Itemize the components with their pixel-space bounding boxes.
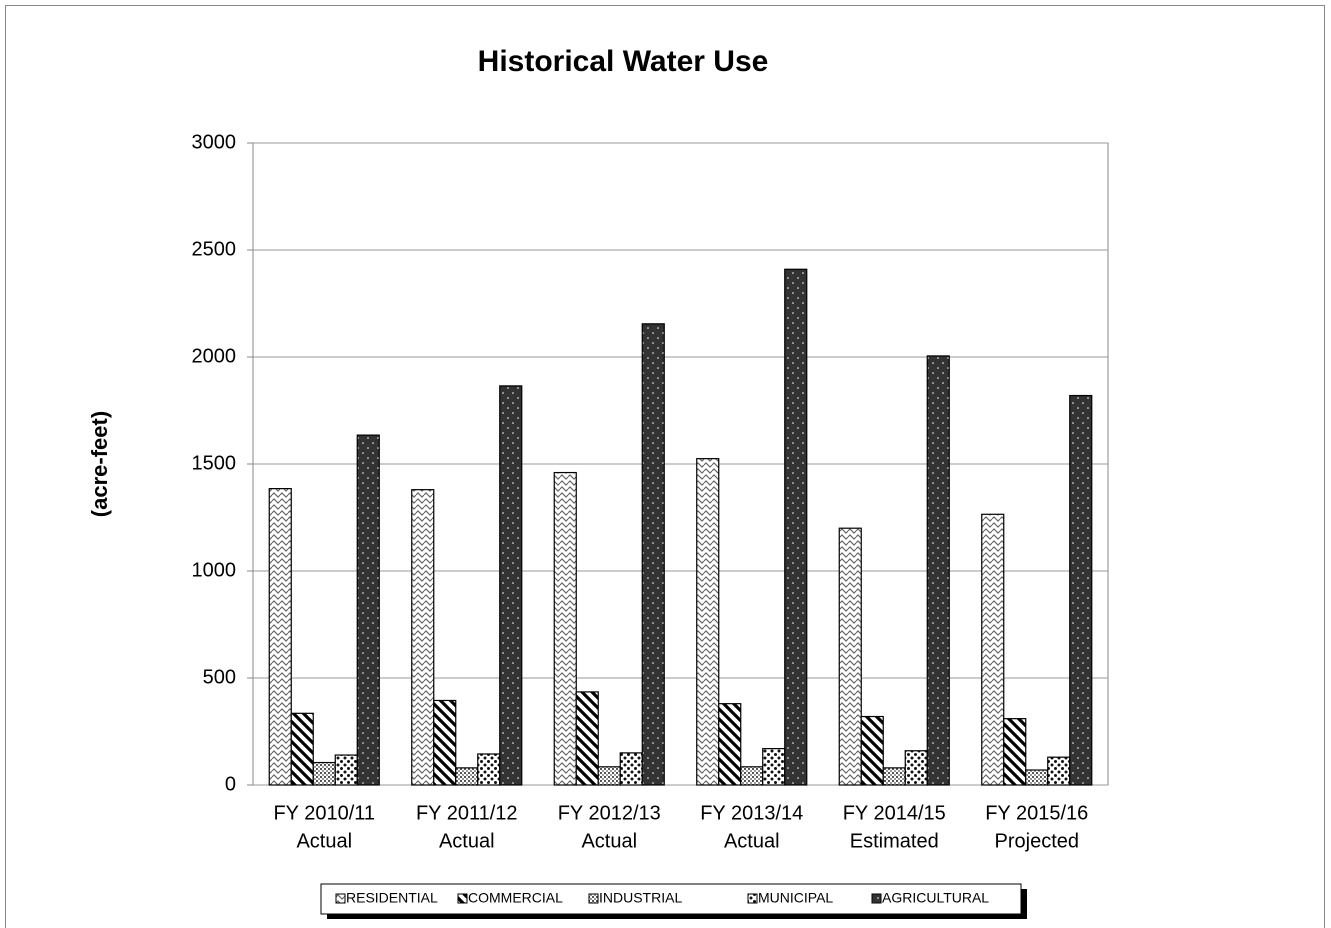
bar — [597, 766, 621, 786]
x-tick-label: Actual — [724, 830, 780, 852]
bar — [1047, 756, 1071, 786]
legend-swatch — [588, 893, 599, 904]
y-axis-label: (acre-feet) — [87, 411, 112, 517]
x-tick-label: FY 2011/12 — [416, 802, 518, 824]
legend-label: RESIDENTIAL — [346, 890, 438, 906]
bar — [575, 691, 599, 786]
bar — [784, 268, 808, 786]
bar — [981, 513, 1005, 786]
x-tick-label: FY 2014/15 — [843, 802, 946, 824]
bar — [882, 767, 906, 786]
bar — [1025, 769, 1049, 786]
bar — [718, 703, 742, 786]
legend-label: MUNICIPAL — [758, 890, 833, 906]
x-tick-label: Actual — [296, 830, 352, 852]
bar — [904, 750, 928, 786]
bar — [762, 748, 786, 786]
x-tick-label: Actual — [439, 830, 495, 852]
bar — [1069, 394, 1093, 786]
border — [5, 5, 1325, 928]
bar — [312, 761, 336, 786]
bar — [926, 355, 950, 786]
bar — [455, 767, 479, 786]
y-tick-label: 2500 — [192, 238, 237, 260]
bar — [411, 489, 435, 786]
x-tick-label: FY 2013/14 — [700, 802, 803, 824]
legend-swatch — [335, 893, 346, 904]
y-tick-label: 1000 — [192, 559, 237, 581]
bar — [1003, 718, 1027, 786]
x-tick-label: Estimated — [850, 830, 939, 852]
legend-swatch — [457, 893, 468, 904]
bar — [334, 754, 358, 786]
legend-label: COMMERCIAL — [468, 890, 563, 906]
y-tick-label: 3000 — [192, 131, 237, 153]
y-tick-label: 2000 — [192, 345, 237, 367]
bar — [860, 715, 884, 786]
legend — [320, 883, 1022, 915]
bar — [619, 752, 643, 786]
legend-label: AGRICULTURAL — [882, 890, 989, 906]
bar — [553, 471, 577, 786]
x-tick-label: FY 2012/13 — [558, 802, 661, 824]
y-tick-label: 500 — [203, 666, 236, 688]
x-tick-label: Actual — [581, 830, 637, 852]
x-tick-label: FY 2015/16 — [985, 802, 1088, 824]
x-tick-label: Projected — [995, 830, 1080, 852]
x-tick-label: FY 2010/11 — [273, 802, 375, 824]
legend-label: INDUSTRIAL — [599, 890, 682, 906]
bar — [433, 699, 457, 786]
bar — [499, 385, 523, 786]
bar — [838, 527, 862, 786]
chart-title: Historical Water Use — [478, 45, 769, 78]
legend-swatch — [747, 893, 758, 904]
bar — [290, 712, 314, 786]
legend-swatch — [871, 893, 882, 904]
bar — [268, 488, 292, 786]
bar — [641, 323, 665, 786]
y-tick-label: 1500 — [192, 452, 237, 474]
bar — [740, 766, 764, 786]
bar — [477, 753, 501, 786]
bar — [356, 434, 380, 786]
y-tick-label: 0 — [225, 773, 236, 795]
bar — [696, 458, 720, 786]
